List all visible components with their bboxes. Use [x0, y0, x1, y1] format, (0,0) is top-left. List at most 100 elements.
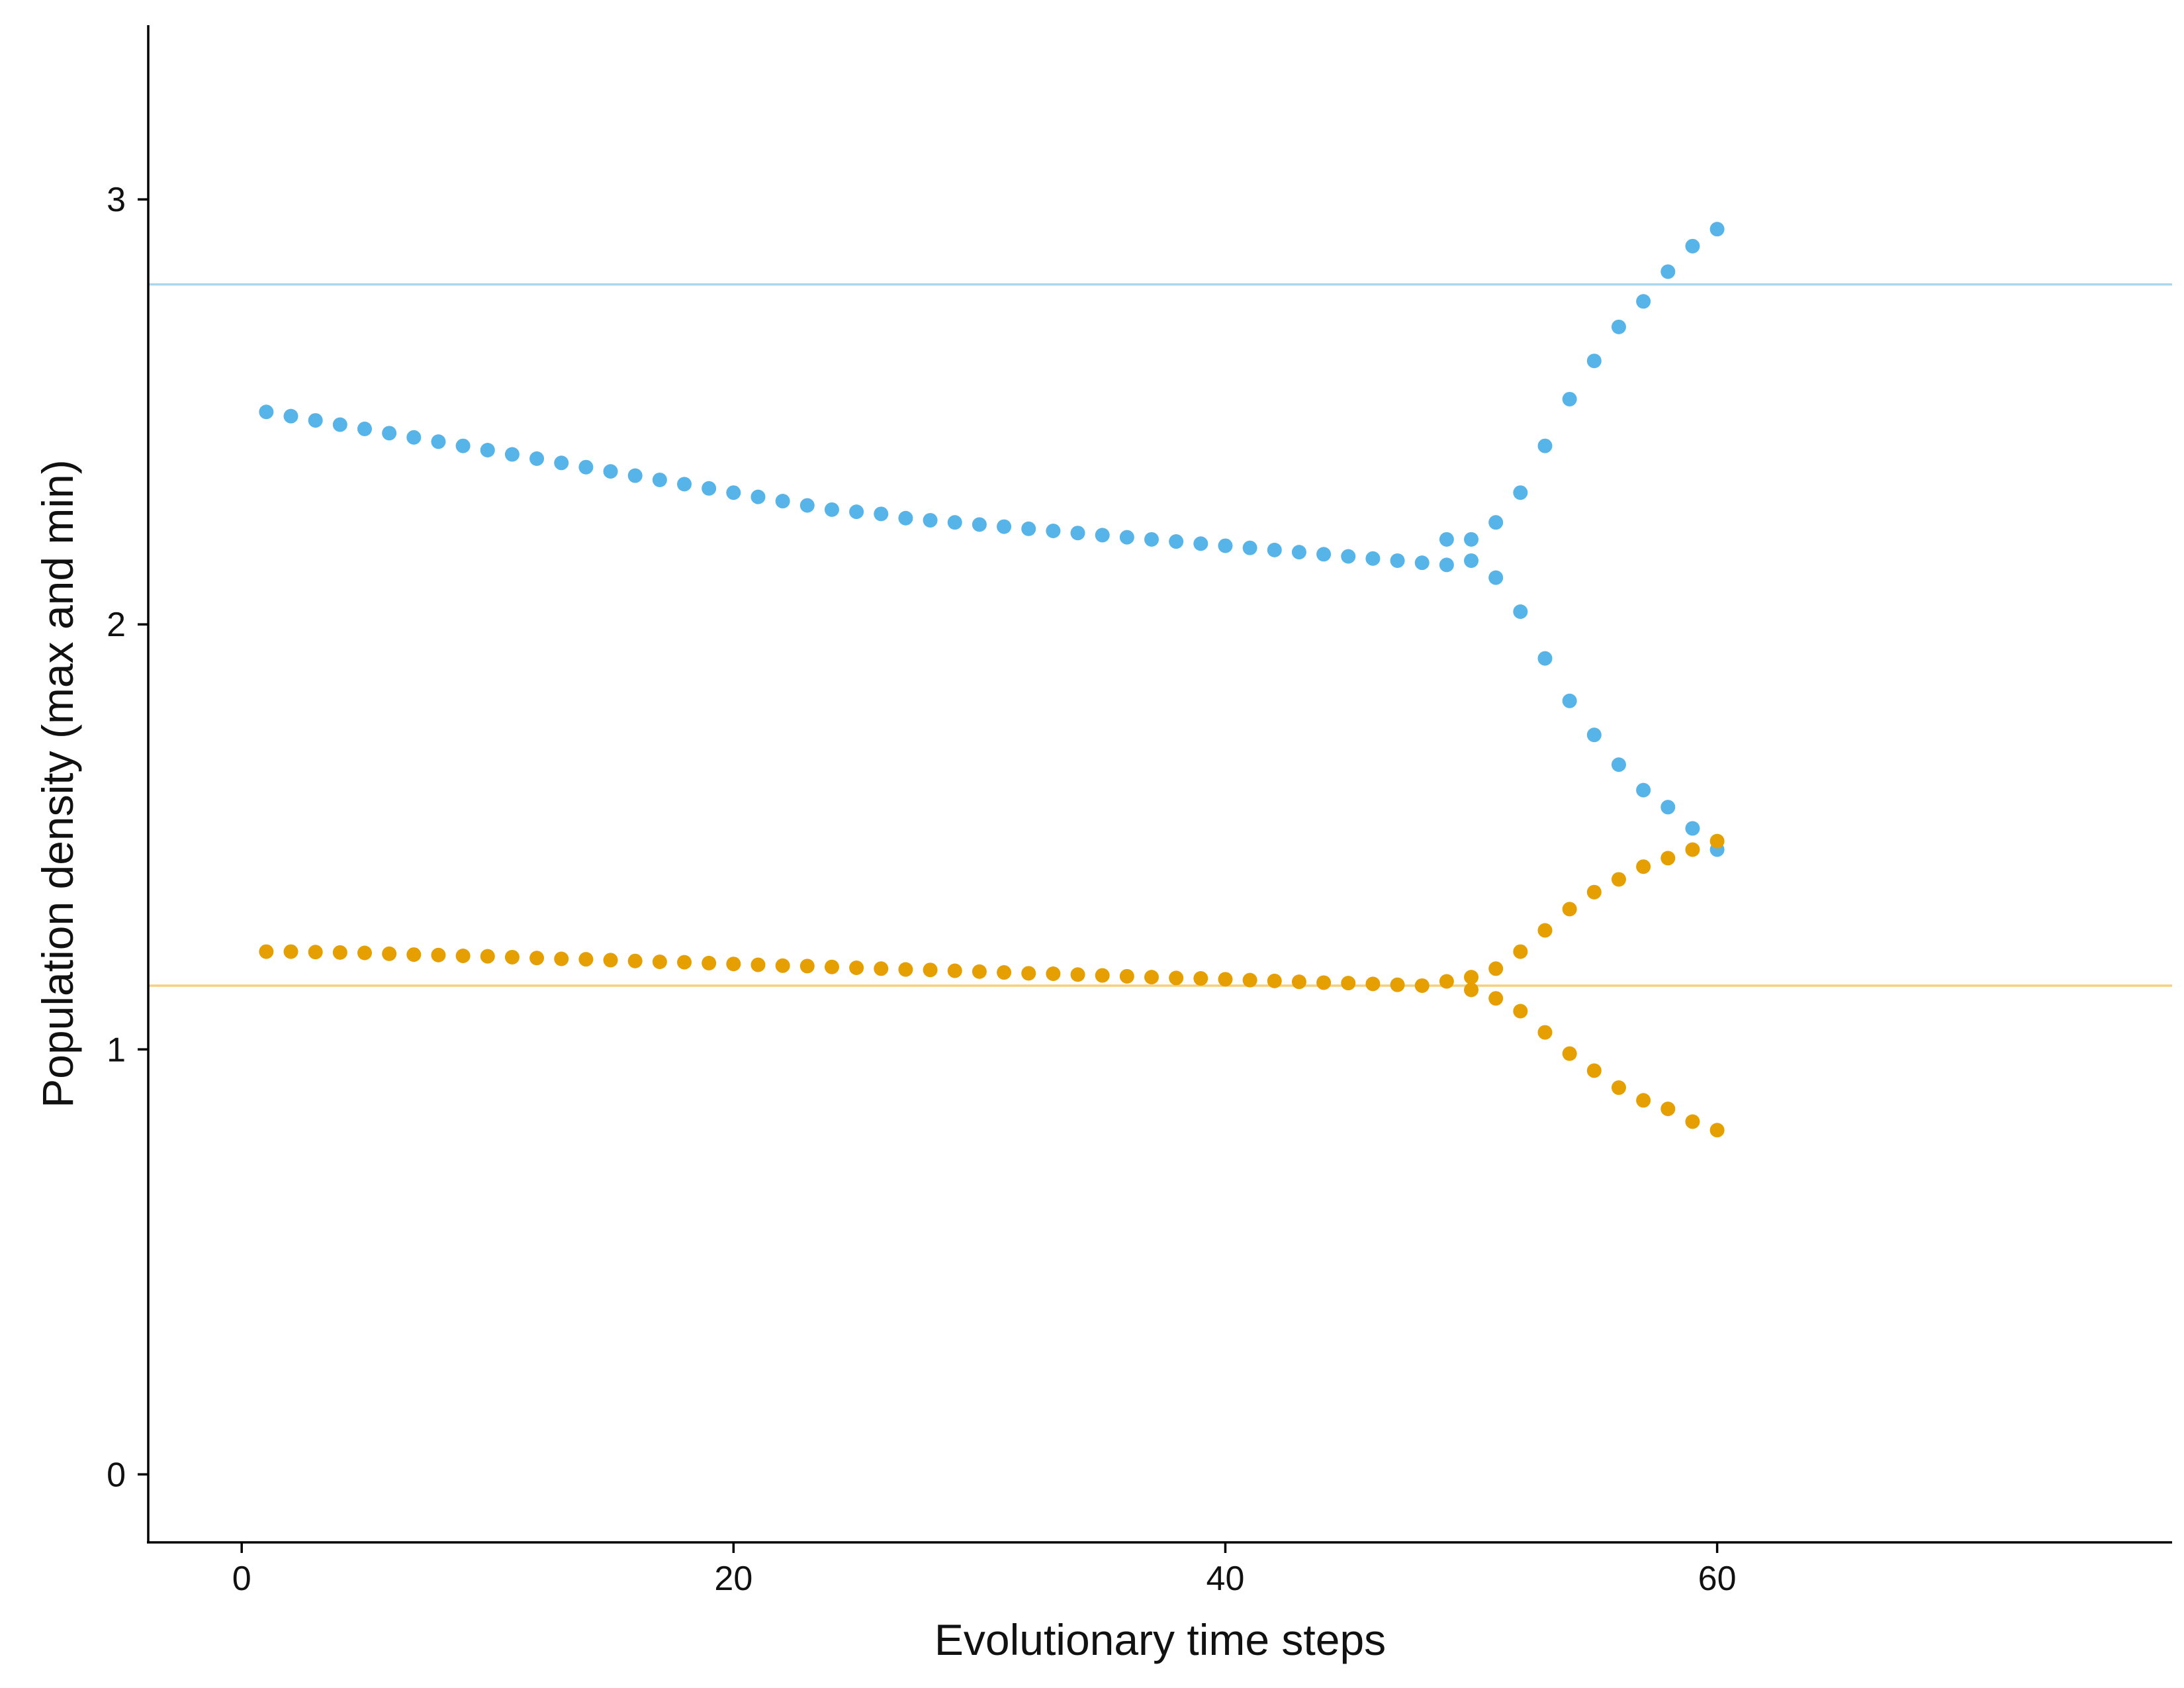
data-point [751, 489, 766, 504]
data-point [775, 494, 790, 509]
data-point [1414, 978, 1430, 993]
data-point [1513, 604, 1528, 619]
data-point [480, 443, 495, 458]
data-point [259, 944, 274, 959]
data-point [1070, 967, 1085, 982]
data-point [308, 945, 323, 960]
data-point [1488, 961, 1504, 976]
data-point [1488, 991, 1504, 1006]
data-point [1513, 944, 1528, 959]
data-point [1513, 1004, 1528, 1019]
data-point [1070, 526, 1085, 541]
data-point [702, 481, 717, 496]
data-point [1562, 1046, 1577, 1061]
data-point [1685, 821, 1700, 836]
data-point [947, 963, 962, 978]
x-tick-label: 40 [1206, 1560, 1245, 1598]
data-point [283, 408, 298, 424]
data-point [1709, 1123, 1725, 1138]
data-point [1562, 391, 1577, 406]
data-point [1513, 485, 1528, 500]
data-point [603, 953, 618, 968]
data-point [1488, 515, 1504, 530]
data-point [382, 946, 397, 961]
y-tick-label: 3 [107, 181, 126, 219]
data-point [1267, 973, 1282, 988]
data-point [1218, 972, 1233, 987]
data-point [1464, 553, 1479, 568]
data-point [702, 955, 717, 970]
data-point [554, 951, 569, 966]
data-point [1586, 727, 1602, 743]
y-tick-label: 0 [107, 1456, 126, 1494]
data-point [1144, 970, 1159, 985]
data-point [972, 964, 987, 979]
data-point [1291, 974, 1306, 990]
data-point [1193, 536, 1208, 551]
data-point [627, 468, 643, 483]
data-point [1537, 438, 1553, 453]
data-point [1537, 651, 1553, 666]
y-tick-label: 1 [107, 1031, 126, 1069]
data-point [1095, 968, 1110, 983]
data-point [1439, 974, 1454, 989]
data-point [1661, 1102, 1676, 1117]
data-point [1537, 1025, 1553, 1040]
data-point [1439, 557, 1454, 573]
x-tick-label: 60 [1698, 1560, 1737, 1598]
data-point [1586, 884, 1602, 900]
data-point [1636, 859, 1651, 874]
data-point [726, 957, 741, 972]
data-point [406, 947, 422, 962]
x-axis-title: Evolutionary time steps [934, 1615, 1386, 1664]
data-point [1685, 842, 1700, 857]
data-point [824, 502, 839, 517]
data-point [677, 477, 692, 492]
data-point [1586, 353, 1602, 369]
data-point [529, 951, 545, 966]
data-point [308, 413, 323, 428]
data-point [1636, 294, 1651, 309]
data-point [1046, 966, 1061, 981]
data-point [1316, 547, 1332, 562]
data-point [1636, 1093, 1651, 1108]
data-point [578, 459, 594, 475]
data-point [997, 519, 1012, 534]
data-point [1390, 977, 1405, 992]
data-point [1488, 570, 1504, 585]
data-point [603, 464, 618, 479]
data-point [898, 962, 913, 977]
x-tick-label: 20 [714, 1560, 752, 1598]
data-point [1611, 319, 1626, 334]
data-point [332, 417, 347, 432]
data-point [923, 512, 938, 528]
data-point [652, 955, 667, 970]
data-point [578, 952, 594, 967]
data-point [1661, 800, 1676, 815]
data-point [1046, 524, 1061, 538]
data-point [1144, 532, 1159, 547]
data-point [406, 430, 422, 445]
reference-lines [148, 283, 2172, 987]
x-ticks: 0 20 40 60 [232, 1542, 1737, 1598]
data-point [1685, 1114, 1700, 1129]
data-point [627, 953, 643, 968]
data-point [1365, 976, 1381, 992]
data-point [1685, 238, 1700, 254]
data-point [1464, 970, 1479, 985]
data-point [1464, 532, 1479, 547]
data-point [1661, 264, 1676, 279]
data-point [1021, 521, 1036, 536]
data-point [1119, 968, 1134, 984]
data-point [1390, 553, 1405, 568]
data-point [1341, 976, 1356, 991]
data-point [1537, 923, 1553, 938]
data-point [1242, 972, 1257, 988]
data-point [1464, 982, 1479, 998]
data-point [1636, 782, 1651, 798]
data-point [1611, 1080, 1626, 1096]
data-point [1586, 1063, 1602, 1078]
data-points [259, 222, 1725, 1138]
data-point [1611, 872, 1626, 887]
